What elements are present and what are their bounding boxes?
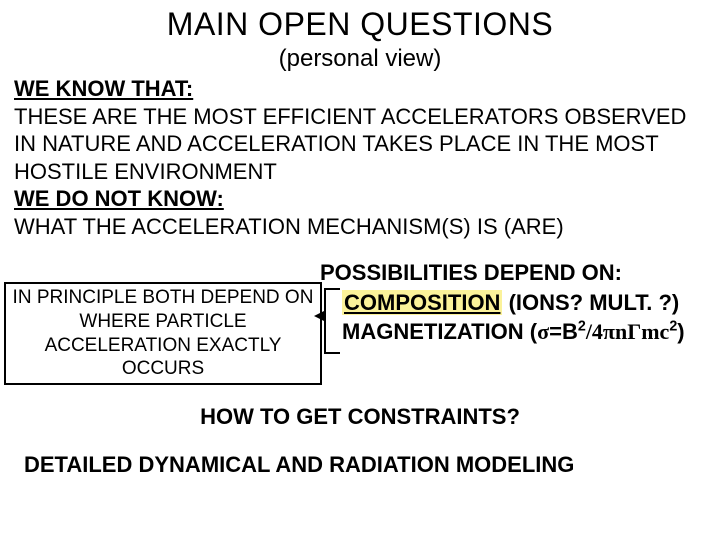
magnetization-label: MAGNETIZATION: [342, 319, 524, 344]
box-line-1: IN PRINCIPLE BOTH DEPEND ON: [13, 287, 314, 308]
modeling-line: DETAILED DYNAMICAL AND RADIATION MODELIN…: [24, 452, 720, 478]
constraints-question: HOW TO GET CONSTRAINTS?: [0, 404, 720, 430]
composition-rest: (IONS? MULT. ?): [502, 290, 679, 315]
box-line-3: ACCELERATION EXACTLY OCCURS: [45, 335, 282, 380]
box-line-2: WHERE PARTICLE: [79, 311, 246, 332]
we-know-body: THESE ARE THE MOST EFFICIENT ACCELERATOR…: [14, 104, 686, 184]
we-know-label: WE KNOW THAT:: [14, 76, 193, 101]
body-block: WE KNOW THAT: THESE ARE THE MOST EFFICIE…: [14, 75, 706, 240]
slide-subtitle: (personal view): [0, 45, 720, 73]
possibilities-block: POSSIBILITIES DEPEND ON: COMPOSITION (IO…: [320, 258, 685, 347]
we-dont-know-body: WHAT THE ACCELERATION MECHANISM(S) IS (A…: [14, 214, 564, 239]
depend-box: IN PRINCIPLE BOTH DEPEND ON WHERE PARTIC…: [4, 282, 322, 385]
magnetization-formula: (σ=B2/4πnΓmc2): [524, 319, 685, 344]
composition-line: COMPOSITION (IONS? MULT. ?): [342, 290, 679, 315]
mid-row: IN PRINCIPLE BOTH DEPEND ON WHERE PARTIC…: [0, 258, 720, 378]
magnetization-line: MAGNETIZATION (σ=B2/4πnΓmc2): [342, 319, 685, 344]
composition-highlight: COMPOSITION: [342, 290, 502, 315]
we-dont-know-label: WE DO NOT KNOW:: [14, 186, 224, 211]
slide-title: MAIN OPEN QUESTIONS: [0, 6, 720, 43]
possibilities-head: POSSIBILITIES DEPEND ON:: [320, 260, 622, 285]
